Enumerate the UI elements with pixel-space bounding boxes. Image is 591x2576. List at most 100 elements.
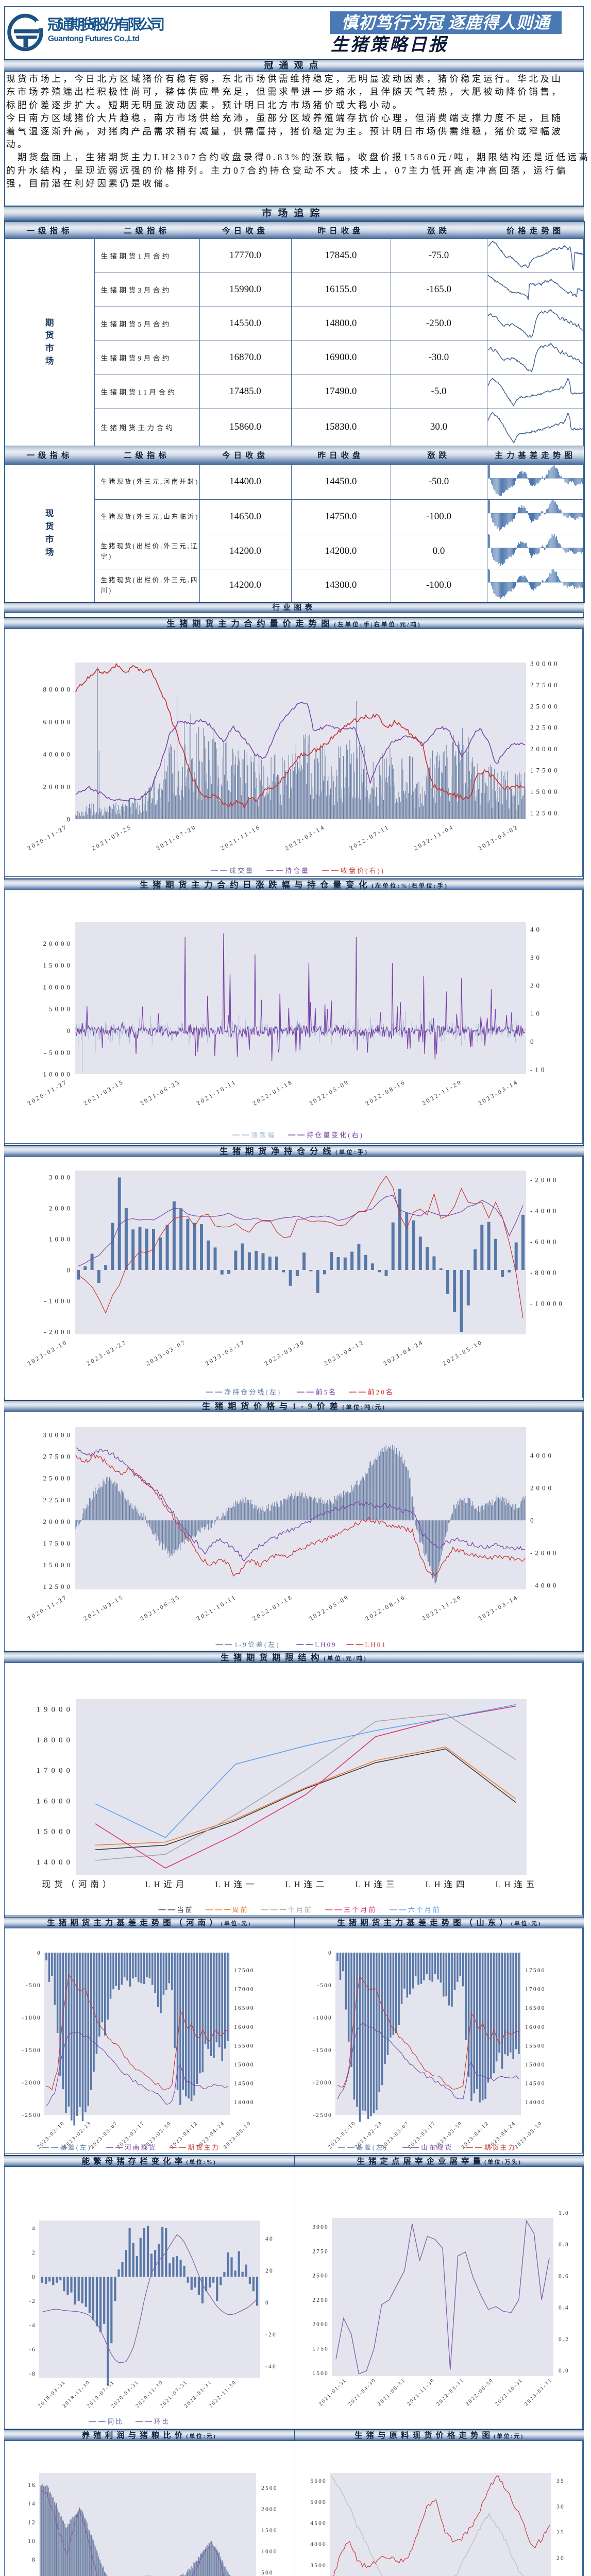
svg-text:2: 2 (32, 2250, 36, 2256)
svg-text:14000: 14000 (234, 2099, 255, 2106)
svg-text:16500: 16500 (525, 2005, 546, 2011)
svg-text:1000: 1000 (261, 2549, 278, 2555)
svg-text:河南现货: 河南现货 (125, 2143, 157, 2151)
svg-text:2021-11-30: 2021-11-30 (406, 2377, 436, 2407)
svg-text:35: 35 (556, 2478, 565, 2484)
svg-text:19000: 19000 (37, 1706, 74, 1714)
svg-text:-4000: -4000 (530, 1582, 559, 1589)
svg-text:-10: -10 (530, 1066, 547, 1074)
svg-text:2020-11-27: 2020-11-27 (26, 823, 69, 852)
svg-text:Guantong Futures Co.,Ltd: Guantong Futures Co.,Ltd (48, 35, 140, 43)
svg-text:10: 10 (28, 2538, 36, 2545)
svg-text:2021-03-25: 2021-03-25 (90, 823, 133, 852)
svg-text:涨跌幅: 涨跌幅 (251, 1131, 276, 1139)
svg-text:27500: 27500 (530, 681, 560, 689)
svg-text:2022-08-16: 2022-08-16 (364, 1593, 407, 1622)
svg-text:期货主力: 期货主力 (188, 2143, 220, 2151)
svg-text:-1000: -1000 (22, 2015, 41, 2021)
svg-text:-2500: -2500 (313, 2112, 332, 2119)
svg-text:前20名: 前20名 (368, 1388, 394, 1396)
svg-text:16000: 16000 (234, 2024, 255, 2030)
svg-text:2000: 2000 (261, 2506, 278, 2513)
svg-text:2023-02-10: 2023-02-10 (26, 1338, 69, 1367)
svg-text:2023-04-24: 2023-04-24 (382, 1338, 425, 1367)
svg-text:LH连三: LH连三 (356, 1879, 398, 1889)
svg-text:0.0: 0.0 (559, 2368, 569, 2374)
svg-text:山东现货: 山东现货 (421, 2143, 453, 2151)
svg-text:17000: 17000 (525, 1987, 546, 1993)
svg-text:8: 8 (32, 2557, 36, 2563)
svg-text:1-9价差(左): 1-9价差(左) (234, 1641, 280, 1649)
svg-text:2021-08-31: 2021-08-31 (377, 2377, 407, 2407)
svg-text:2022-05-09: 2022-05-09 (308, 1593, 350, 1622)
svg-text:17500: 17500 (530, 767, 560, 774)
svg-text:现货（河南）: 现货（河南） (42, 1879, 115, 1889)
svg-text:15500: 15500 (525, 2043, 546, 2049)
svg-text:-500: -500 (26, 1982, 41, 1989)
svg-text:冠通期货股份有限公司: 冠通期货股份有限公司 (47, 16, 165, 32)
svg-text:2022-11-29: 2022-11-29 (420, 1593, 463, 1622)
svg-text:2022-10-31: 2022-10-31 (494, 2377, 524, 2407)
svg-text:2022-01-18: 2022-01-18 (251, 1593, 294, 1622)
svg-text:40: 40 (265, 2236, 274, 2242)
svg-text:-6: -6 (29, 2347, 36, 2353)
svg-text:0.2: 0.2 (559, 2336, 569, 2343)
svg-text:-6000: -6000 (530, 1238, 559, 1246)
svg-text:60000: 60000 (43, 718, 73, 726)
svg-text:40000: 40000 (43, 751, 73, 758)
svg-text:-2000: -2000 (530, 1176, 559, 1184)
svg-text:LH连一: LH连一 (215, 1879, 258, 1889)
svg-text:2500: 2500 (261, 2485, 278, 2492)
svg-text:0.6: 0.6 (559, 2273, 569, 2279)
svg-text:16: 16 (28, 2482, 36, 2488)
svg-text:12500: 12500 (530, 809, 560, 817)
svg-text:2500: 2500 (312, 2273, 329, 2279)
svg-text:六个月前: 六个月前 (408, 1906, 441, 1914)
svg-text:17000: 17000 (234, 1987, 255, 1993)
svg-text:1.0: 1.0 (559, 2210, 569, 2216)
svg-text:22500: 22500 (530, 724, 560, 732)
svg-text:2250: 2250 (312, 2297, 329, 2303)
svg-text:同比: 同比 (108, 2418, 124, 2425)
svg-text:20000: 20000 (43, 1518, 73, 1526)
svg-text:16500: 16500 (234, 2005, 255, 2011)
svg-text:20000: 20000 (530, 745, 560, 753)
svg-text:-40: -40 (265, 2364, 277, 2370)
svg-text:-2000: -2000 (313, 2080, 332, 2086)
svg-text:2023-03-02: 2023-03-02 (477, 823, 519, 852)
svg-text:15500: 15500 (234, 2043, 255, 2049)
svg-text:2022-11-04: 2022-11-04 (413, 823, 455, 852)
svg-text:-1500: -1500 (313, 2047, 332, 2054)
svg-text:2021-06-25: 2021-06-25 (139, 1593, 181, 1622)
svg-text:2000: 2000 (530, 1484, 554, 1492)
svg-text:LH连四: LH连四 (426, 1879, 468, 1889)
svg-text:14500: 14500 (234, 2081, 255, 2087)
svg-text:0: 0 (530, 1517, 536, 1524)
svg-text:期货主力: 期货主力 (484, 2143, 516, 2151)
svg-text:14000: 14000 (525, 2099, 546, 2106)
svg-text:17500: 17500 (525, 1968, 546, 1974)
svg-text:2023-03-14: 2023-03-14 (477, 1593, 519, 1622)
svg-text:持仓量变化(右): 持仓量变化(右) (307, 1131, 364, 1139)
svg-text:2022-03-31: 2022-03-31 (435, 2377, 465, 2407)
svg-text:20: 20 (530, 981, 542, 989)
svg-text:10: 10 (530, 1010, 542, 1018)
svg-text:当前: 当前 (177, 1906, 194, 1914)
svg-text:一周前: 一周前 (224, 1906, 249, 1914)
svg-text:-4000: -4000 (530, 1207, 559, 1215)
svg-text:净持仓分线(左): 净持仓分线(左) (224, 1388, 281, 1396)
svg-text:2021-01-31: 2021-01-31 (318, 2377, 348, 2407)
svg-text:2023-03-07: 2023-03-07 (90, 2120, 120, 2150)
svg-text:2023-05-10: 2023-05-10 (514, 2120, 544, 2150)
svg-text:30: 30 (530, 954, 542, 961)
svg-text:2022-07-11: 2022-07-11 (348, 823, 391, 852)
svg-text:前5名: 前5名 (316, 1388, 337, 1396)
svg-text:1750: 1750 (312, 2346, 329, 2352)
svg-text:5000: 5000 (49, 1005, 73, 1013)
svg-text:12500: 12500 (43, 1583, 73, 1590)
svg-text:17000: 17000 (37, 1767, 74, 1775)
svg-text:17500: 17500 (43, 1539, 73, 1547)
svg-text:15000: 15000 (43, 1561, 73, 1569)
svg-text:成交量: 成交量 (229, 867, 254, 875)
svg-text:0: 0 (37, 1950, 41, 1956)
